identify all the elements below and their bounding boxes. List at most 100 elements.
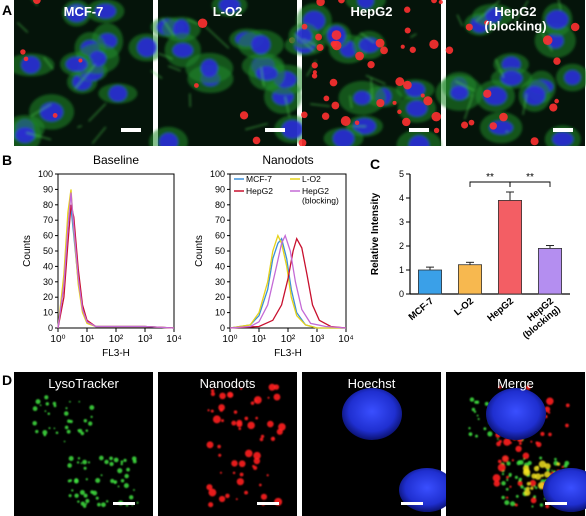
- nucleus: [342, 388, 402, 440]
- confocal-label: Nanodots: [200, 376, 256, 391]
- y-tick-label: 5: [399, 169, 404, 179]
- y-tick-label: 50: [215, 246, 225, 256]
- y-tick-label: 70: [215, 215, 225, 225]
- scale-bar: [409, 128, 429, 132]
- x-tick-label: 10²: [281, 334, 296, 345]
- nucleus: [486, 388, 546, 440]
- panel-label-b: B: [2, 152, 13, 168]
- x-tick-label: 10²: [109, 334, 124, 345]
- x-tick-label: 10¹: [252, 334, 267, 345]
- nanodots-histogram: Nanodots 0 10 20 30 40 50 60 70 80 90 100 10⁰ 10¹ 10² 1…: [194, 153, 354, 359]
- relative-intensity-chart: 0 1 2 3 4 5 Relative Intensity MCF-7 L-O2 HepG2 He…: [370, 169, 570, 342]
- x-tick-label: 10⁰: [222, 334, 237, 345]
- x-tick-label: 10³: [138, 334, 153, 345]
- histogram-series-1: [229, 233, 346, 329]
- micrograph-label: HepG2 (blocking): [484, 4, 546, 33]
- legend-label: HepG2: [246, 186, 273, 196]
- nucleus: [543, 468, 586, 512]
- x-axis-label: FL3-H: [102, 348, 130, 359]
- histogram-series-2: [229, 237, 347, 329]
- y-tick-label: 60: [43, 231, 53, 241]
- category-label: L-O2: [452, 296, 476, 318]
- histogram-series-0: [229, 237, 346, 329]
- y-tick-label: 20: [215, 292, 225, 302]
- micrograph-panel: L-O2: [148, 0, 311, 146]
- y-axis-label: Counts: [194, 235, 205, 267]
- y-tick-label: 100: [38, 169, 53, 179]
- category-label: MCF-7: [407, 296, 436, 323]
- significance-label: **: [486, 172, 494, 183]
- panel-label-c: C: [370, 156, 381, 172]
- y-tick-label: 30: [215, 277, 225, 287]
- y-tick-label: 0: [220, 323, 225, 333]
- confocal-label: Merge: [497, 376, 534, 391]
- histogram-series-3: [229, 233, 347, 329]
- y-tick-label: 90: [215, 184, 225, 194]
- micrograph-label: L-O2: [213, 4, 243, 19]
- x-tick-label: 10⁰: [50, 334, 65, 345]
- y-tick-label: 80: [43, 200, 53, 210]
- y-tick-label: 80: [215, 200, 225, 210]
- row-a-micrographs: MCF-7 L-O2 HepG2 HepG2 (blocking): [14, 0, 586, 146]
- y-tick-label: 90: [43, 184, 53, 194]
- y-tick-label: 10: [215, 308, 225, 318]
- bar: [418, 269, 443, 295]
- x-tick-label: 10⁴: [338, 334, 353, 345]
- significance-bracket: [509, 181, 551, 187]
- chart-title: Baseline: [93, 153, 139, 167]
- bar: [458, 264, 483, 295]
- confocal-label: Hoechst: [348, 376, 396, 391]
- scale-bar: [113, 502, 135, 505]
- legend-label: L-O2: [302, 174, 321, 184]
- y-axis-label: Relative Intensity: [370, 192, 381, 275]
- panel-label-d: D: [2, 372, 13, 388]
- y-tick-label: 2: [399, 241, 404, 251]
- confocal-panel: Merge: [446, 372, 586, 516]
- micrograph-panel: HepG2 (blocking): [435, 0, 586, 146]
- scale-bar: [553, 128, 573, 132]
- nucleus: [399, 468, 455, 512]
- bar: [537, 248, 562, 295]
- scale-bar: [121, 128, 141, 132]
- scale-bar: [401, 502, 423, 505]
- confocal-panel: Hoechst: [302, 372, 455, 516]
- scale-bar: [265, 128, 285, 132]
- y-tick-label: 40: [215, 261, 225, 271]
- panel-label-a: A: [2, 2, 13, 18]
- y-tick-label: 50: [43, 246, 53, 256]
- baseline-histogram: Baseline 0 10 20 30 40 50 60 70 80 90 100 10⁰ 10¹ 10² 1…: [22, 153, 182, 359]
- row-d-confocal: LysoTracker Nanodots Hoechst Merge: [14, 372, 586, 516]
- significance-label: **: [526, 172, 534, 183]
- y-tick-label: 3: [399, 217, 404, 227]
- y-tick-label: 20: [43, 292, 53, 302]
- category-label: HepG2: [485, 296, 516, 324]
- y-tick-label: 30: [43, 277, 53, 287]
- histogram-series-3: [57, 192, 175, 329]
- histogram-series-2: [57, 204, 175, 329]
- confocal-panel: LysoTracker: [14, 372, 153, 516]
- confocal-panel: Nanodots: [158, 372, 297, 516]
- legend-label: HepG2 (blocking): [302, 186, 339, 205]
- y-tick-label: 4: [399, 193, 404, 203]
- y-tick-label: 10: [43, 308, 53, 318]
- y-tick-label: 0: [48, 323, 53, 333]
- scale-bar: [257, 502, 279, 505]
- y-tick-label: 100: [210, 169, 225, 179]
- histogram-series-0: [57, 207, 175, 329]
- bar: [497, 200, 522, 295]
- y-tick-label: 40: [43, 261, 53, 271]
- category-label: HepG2(blocking): [514, 296, 563, 342]
- y-tick-label: 60: [215, 231, 225, 241]
- chart-title: Nanodots: [262, 153, 313, 167]
- micrograph-panel: MCF-7: [14, 0, 166, 146]
- y-tick-label: 0: [399, 289, 404, 299]
- x-tick-label: 10¹: [80, 334, 95, 345]
- micrograph-label: MCF-7: [64, 4, 104, 19]
- micrograph-panel: HepG2: [284, 0, 443, 146]
- scale-bar: [545, 502, 567, 505]
- confocal-label: LysoTracker: [48, 376, 119, 391]
- y-tick-label: 70: [43, 215, 53, 225]
- micrograph-label: HepG2: [351, 4, 393, 19]
- x-axis-label: FL3-H: [274, 348, 302, 359]
- y-tick-label: 1: [399, 265, 404, 275]
